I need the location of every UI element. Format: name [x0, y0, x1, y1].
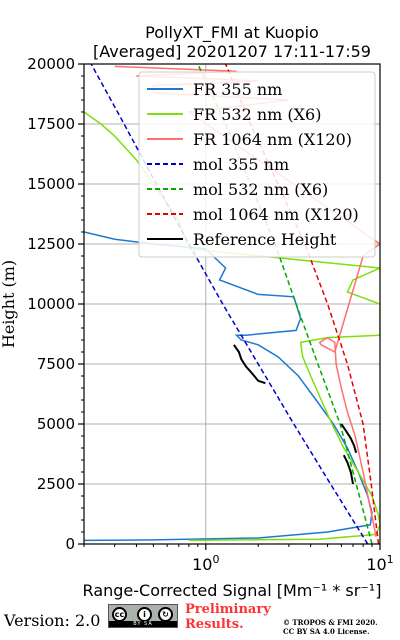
x-axis: 100 101 — [83, 544, 394, 574]
sa-icon: ↻ — [158, 607, 173, 622]
cc-license-badge[interactable]: cc i ↻ BY SA — [108, 604, 178, 628]
by-icon: i — [137, 607, 152, 622]
legend-label: mol 532 nm (X6) — [193, 180, 328, 199]
y-axis: 0 2500 5000 7500 10000 12500 15000 17500 20000 — [27, 55, 84, 553]
x-tick-label: 101 — [366, 553, 393, 574]
legend-box — [138, 71, 376, 258]
y-tick-label: 17500 — [27, 115, 75, 133]
legend-label: Reference Height — [193, 230, 337, 249]
y-tick-label: 7500 — [37, 355, 75, 373]
copyright-line-1: © TROPOS & FMI 2020. — [283, 618, 378, 627]
series-line-4 — [197, 64, 373, 544]
version-text: Version: 2.0 — [4, 611, 101, 630]
x-axis-label: Range-Corrected Signal [Mm⁻¹ * sr⁻¹] — [83, 581, 382, 600]
series-line-6 — [233, 344, 266, 385]
chart-subtitle: [Averaged] 20201207 17:11-17:59 — [93, 42, 371, 61]
legend-label: mol 355 nm — [193, 155, 289, 174]
preliminary-line-1: Preliminary — [185, 602, 271, 617]
copyright-line-2: CC BY SA 4.0 License. — [283, 627, 370, 636]
series-line-3 — [90, 64, 369, 544]
legend-label: FR 355 nm — [193, 80, 282, 99]
chart-title: PollyXT_FMI at Kuopio — [145, 23, 319, 43]
legend: FR 355 nm FR 532 nm (X6) FR 1064 nm (X120)… — [138, 71, 376, 258]
series-line-0 — [84, 231, 373, 542]
series-line-7 — [340, 423, 358, 454]
y-tick-label: 2500 — [37, 475, 75, 493]
legend-label: FR 1064 nm (X120) — [193, 130, 352, 149]
cc-icon: cc — [112, 607, 127, 622]
preliminary-note: Preliminary Results. — [185, 602, 271, 632]
copyright-note: © TROPOS & FMI 2020. CC BY SA 4.0 Licens… — [283, 618, 378, 636]
profile-chart: PollyXT_FMI at Kuopio [Averaged] 2020120… — [0, 23, 394, 600]
legend-label: FR 532 nm (X6) — [193, 105, 321, 124]
y-tick-label: 20000 — [27, 55, 75, 73]
y-tick-label: 0 — [65, 535, 75, 553]
y-tick-label: 12500 — [27, 235, 75, 253]
y-tick-label: 5000 — [37, 415, 75, 433]
y-tick-label: 15000 — [27, 175, 75, 193]
preliminary-line-2: Results. — [185, 617, 244, 632]
x-tick-label: 100 — [192, 553, 219, 574]
legend-label: mol 1064 nm (X120) — [193, 205, 359, 224]
y-axis-label: Height (m) — [0, 260, 18, 348]
series-line-8 — [342, 454, 354, 485]
y-tick-label: 10000 — [27, 295, 75, 313]
cc-strip: BY SA — [109, 621, 177, 627]
